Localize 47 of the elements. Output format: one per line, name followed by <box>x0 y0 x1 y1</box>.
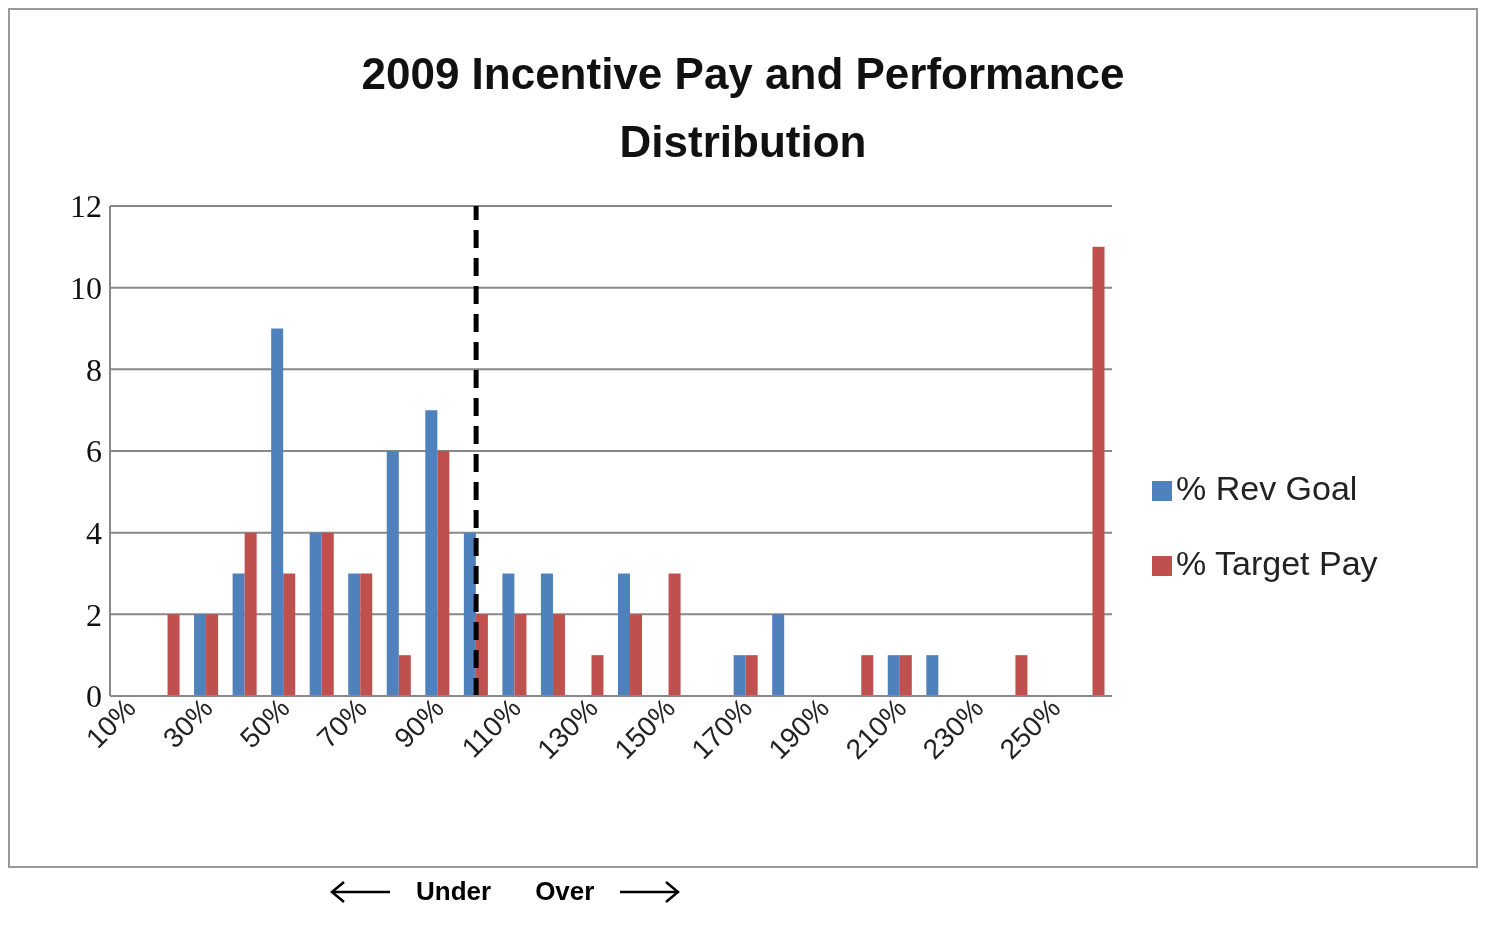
bar <box>271 328 284 696</box>
text: Under <box>416 876 492 907</box>
bar <box>321 532 334 696</box>
bar <box>1092 246 1105 696</box>
legend-label: % Rev Goal <box>1176 469 1358 507</box>
y-tick-label: 8 <box>86 351 102 388</box>
bar <box>167 614 180 696</box>
bar <box>861 655 874 696</box>
bar <box>926 655 939 696</box>
text: Over <box>535 876 595 907</box>
bar <box>745 655 758 696</box>
bar <box>386 451 399 696</box>
x-tick-label: 70% <box>311 692 373 754</box>
y-tick-label: 2 <box>86 596 102 633</box>
bar <box>283 573 296 696</box>
y-tick-label: 10 <box>70 270 102 307</box>
bar <box>630 614 643 696</box>
bar <box>591 655 604 696</box>
bar <box>618 573 631 696</box>
bar <box>772 614 785 696</box>
bar <box>540 573 553 696</box>
bar <box>348 573 361 696</box>
bar <box>425 410 438 696</box>
bar <box>1015 655 1028 696</box>
bar <box>437 451 450 696</box>
bar <box>232 573 245 696</box>
bar <box>668 573 681 696</box>
chart-title: 2009 Incentive Pay and Performance Distribution <box>360 48 1126 168</box>
x-tick-label: 30% <box>157 692 219 754</box>
y-tick-label: 6 <box>86 433 102 470</box>
y-tick-label: 4 <box>86 515 102 552</box>
bar <box>514 614 527 696</box>
legend-label: % Target Pay <box>1176 544 1378 582</box>
x-tick-label: 50% <box>234 692 296 754</box>
x-tick-label: 90% <box>388 692 450 754</box>
bar <box>887 655 900 696</box>
bar <box>733 655 746 696</box>
bar <box>398 655 411 696</box>
bar <box>194 614 207 696</box>
bar <box>244 532 257 696</box>
y-tick-label: 12 <box>70 188 102 225</box>
bar <box>309 532 322 696</box>
bar <box>899 655 912 696</box>
bar <box>552 614 565 696</box>
bar <box>206 614 219 696</box>
bar <box>502 573 515 696</box>
bar <box>360 573 373 696</box>
